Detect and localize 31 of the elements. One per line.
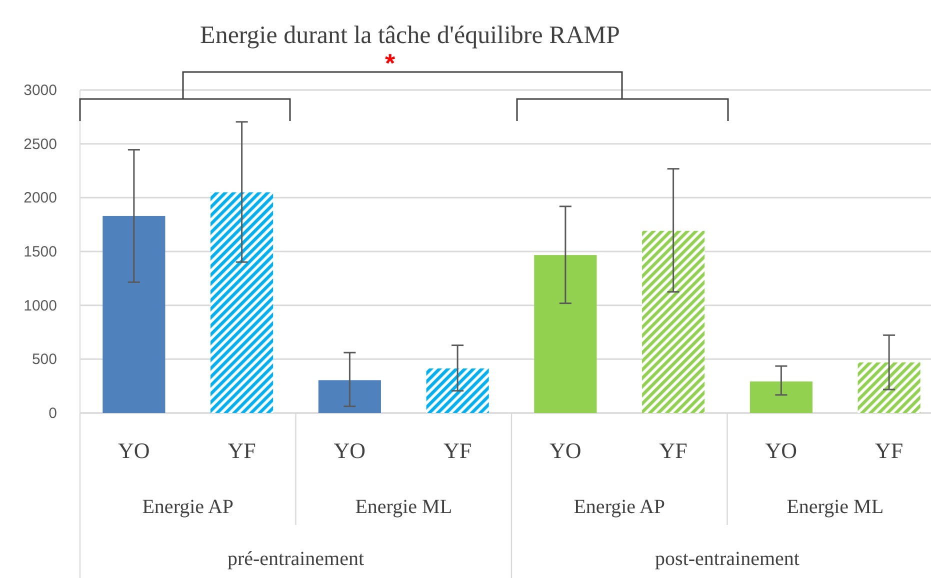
x-tick-label: YF — [875, 438, 904, 463]
text: Energie ML — [355, 496, 452, 518]
x-tick-label: YF — [228, 438, 256, 463]
x-tick-label: YF — [659, 438, 688, 463]
bar — [318, 380, 381, 413]
y-tick-label: 1500 — [24, 244, 57, 260]
bar — [642, 230, 705, 413]
x-tick-label: YO — [334, 438, 366, 463]
chart-title: Energie durant la tâche d'équilibre RAMP — [200, 22, 620, 49]
bar — [210, 192, 274, 413]
text: Energie ML — [786, 496, 884, 518]
x-tick-label: YO — [118, 438, 150, 463]
bar — [426, 368, 489, 413]
bar — [102, 216, 166, 413]
bar — [858, 362, 920, 413]
bar — [534, 255, 597, 413]
y-tick-label: 2500 — [24, 136, 57, 153]
y-tick-label: 0 — [48, 405, 57, 422]
y-tick-label: 1000 — [24, 297, 57, 314]
y-tick-label: 3000 — [24, 82, 57, 99]
text: pré-entrainement — [227, 548, 364, 570]
text: * — [384, 48, 396, 78]
y-tick-label: 2000 — [24, 190, 57, 207]
x-tick-label: YF — [444, 438, 472, 463]
text: Energie AP — [142, 496, 234, 518]
bar — [750, 381, 812, 413]
x-tick-label: YO — [765, 438, 798, 463]
text: post-entrainement — [655, 548, 800, 570]
text: Energie AP — [574, 496, 666, 518]
y-tick-label: 500 — [32, 351, 57, 368]
x-tick-label: YO — [550, 438, 582, 463]
